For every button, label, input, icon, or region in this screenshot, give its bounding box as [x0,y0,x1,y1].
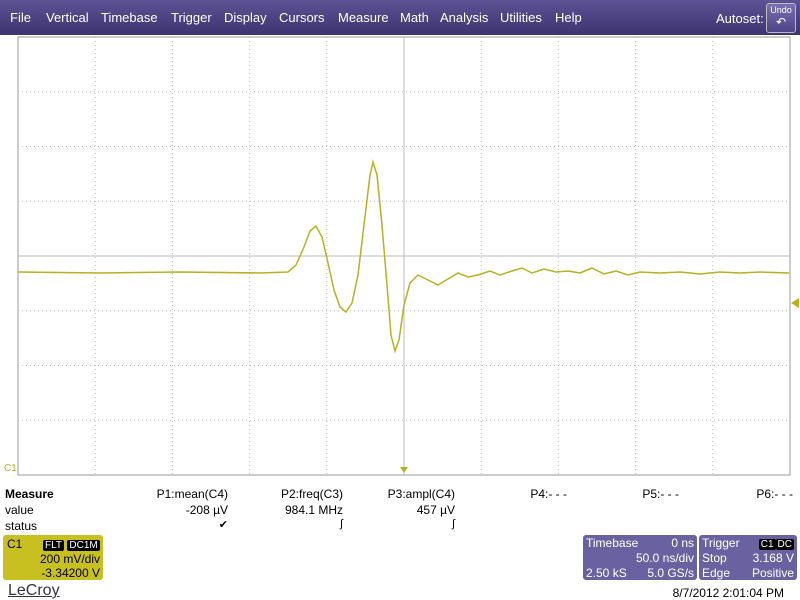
param-value: 984.1 MHz [284,503,343,517]
timebase-samples: 2.50 kS [586,566,627,580]
param-name: P4:- - - [530,487,567,501]
undo-icon: ↶ [775,15,787,29]
menu-item[interactable]: Help [555,10,582,25]
menu-item[interactable]: Utilities [500,10,542,25]
graticule: C1 [4,36,799,476]
menu-bar [0,0,800,35]
timebase-title: Timebase [586,536,639,550]
param-name: P1:mean(C4) [156,487,228,501]
menu-item[interactable]: Trigger [171,10,212,25]
menu-item[interactable]: Display [224,10,267,25]
trigger-level: 3.168 V [752,551,794,565]
trigger-position-marker [400,467,408,473]
channel-box[interactable]: C1 FLT DC1M 200 mV/div -3.34200 V [3,535,103,580]
logo: LeCroy [8,582,60,599]
timebase-delay: 0 ns [671,536,694,550]
row-label: value [5,503,34,517]
channel-marker: C1 [4,463,17,474]
trigger-box[interactable]: Trigger C1 DC Stop 3.168 V Edge Positive [699,535,797,580]
undo-button[interactable]: Undo ↶ [766,3,796,33]
autoset-label: Autoset: [716,11,764,26]
timebase-scale: 50.0 ns/div [635,551,694,565]
menu-item[interactable]: Analysis [440,10,489,25]
trigger-level-marker [791,298,799,308]
param-name: P2:freq(C3) [280,487,343,501]
trigger-slope: Positive [751,566,794,580]
channel-scale: 200 mV/div [39,552,100,566]
menu-item[interactable]: Timebase [101,10,158,25]
channel-tag: FLT [43,540,65,551]
timebase-rate: 5.0 GS/s [647,566,694,580]
param-value: -208 µV [185,503,228,517]
channel-offset: -3.34200 V [41,566,100,580]
trigger-tag: C1 [758,539,776,550]
menu-item[interactable]: Math [400,10,429,25]
param-name: P6:- - - [756,487,793,501]
menu-item[interactable]: Cursors [279,10,325,25]
menu-item[interactable]: Measure [338,10,389,25]
menu-item[interactable]: Vertical [46,10,89,25]
timestamp: 8/7/2012 2:01:04 PM [672,586,784,600]
measure-title: Measure [5,487,54,501]
channel-name: C1 [7,537,23,551]
param-value: 457 µV [416,503,455,517]
trigger-tag: DC [775,539,794,550]
waveform [17,159,790,354]
channel-tag: DC1M [67,540,100,551]
trigger-title: Trigger [702,536,740,550]
undo-label: Undo [770,5,792,15]
param-name: P3:ampl(C4) [387,487,455,501]
param-status: ✔ [218,519,228,531]
param-name: P5:- - - [642,487,679,501]
row-label: status [5,519,38,533]
param-status: ∫ [339,518,343,530]
trigger-type: Edge [702,566,731,580]
timebase-box[interactable]: Timebase 0 ns 50.0 ns/div 2.50 kS 5.0 GS… [583,535,697,580]
param-status: ∫ [451,518,455,530]
grid [18,37,790,475]
menu-item[interactable]: File [10,10,31,25]
trigger-mode: Stop [702,551,727,565]
